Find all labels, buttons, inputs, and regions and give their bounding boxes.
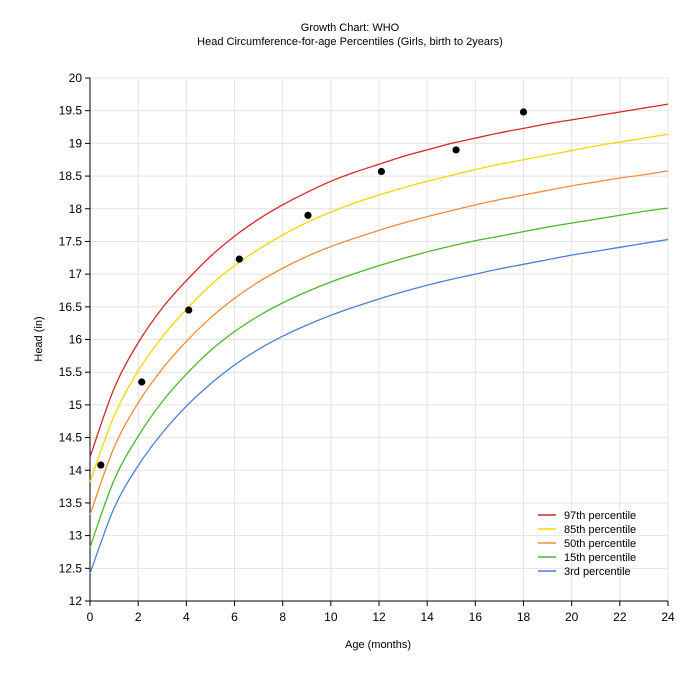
measurement-point — [138, 378, 146, 386]
x-tick-label: 10 — [324, 610, 338, 624]
x-tick-label: 8 — [279, 610, 286, 624]
measurement-point — [519, 108, 528, 116]
grid-lines — [89, 77, 669, 602]
x-tick-label: 20 — [565, 610, 579, 624]
series-line-15th-percentile — [89, 207, 669, 548]
y-tick-label: 16.5 — [59, 300, 83, 314]
y-tick-label: 18 — [69, 202, 83, 216]
y-tick-label: 19.5 — [59, 104, 83, 118]
x-tick-labels: 0 2 4 6 8 10 12 14 16 18 20 22 24 — [87, 610, 675, 624]
legend: 97th percentile 85th percentile 50th perce… — [538, 510, 636, 578]
y-tick-label: 16 — [69, 333, 83, 347]
measurement-points — [97, 108, 528, 469]
y-tick-labels: 12 12.5 13 13.5 14 14.5 15 15.5 16 16.5 17 17.5 18 18… — [59, 71, 83, 608]
y-tick-label: 18.5 — [59, 169, 83, 183]
y-tick-label: 19 — [69, 136, 83, 150]
x-tick-label: 12 — [372, 610, 386, 624]
legend-label: 97th percentile — [564, 510, 636, 522]
x-tick-label: 16 — [469, 610, 483, 624]
legend-label: 85th percentile — [564, 524, 636, 536]
series-line-3rd-percentile — [89, 238, 669, 574]
series-line-97th-percentile — [89, 103, 669, 458]
measurement-point — [185, 306, 193, 314]
measurement-point — [304, 211, 312, 219]
x-tick-label: 6 — [231, 610, 238, 624]
y-tick-label: 15.5 — [59, 365, 83, 379]
y-tick-label: 17 — [69, 267, 83, 281]
series-line-50th-percentile — [89, 170, 669, 515]
x-tick-label: 0 — [87, 610, 94, 624]
y-axis-title: Head (in) — [33, 316, 45, 361]
y-tick-label: 13.5 — [59, 496, 83, 510]
x-axis-title: Age (months) — [345, 639, 411, 651]
x-tick-label: 22 — [613, 610, 627, 624]
x-tick-label: 24 — [661, 610, 675, 624]
y-tick-label: 12.5 — [59, 561, 83, 575]
legend-label: 3rd percentile — [564, 566, 631, 578]
legend-label: 15th percentile — [564, 552, 636, 564]
measurement-point — [235, 255, 243, 263]
x-tick-label: 4 — [183, 610, 190, 624]
chart-subtitle: Head Circumference-for-age Percentiles (… — [197, 36, 503, 48]
chart-title: Growth Chart: WHO — [301, 22, 400, 34]
y-tick-label: 13 — [69, 529, 83, 543]
x-tick-label: 18 — [517, 610, 531, 624]
y-tick-label: 20 — [69, 71, 83, 85]
x-tick-label: 14 — [420, 610, 434, 624]
y-tick-label: 14.5 — [59, 431, 83, 445]
legend-label: 50th percentile — [564, 538, 636, 550]
measurement-point — [452, 146, 460, 154]
y-tick-label: 17.5 — [59, 234, 83, 248]
y-tick-label: 15 — [69, 398, 83, 412]
measurement-point — [97, 461, 105, 469]
y-tick-label: 12 — [69, 594, 83, 608]
x-tick-label: 2 — [135, 610, 142, 624]
measurement-point — [377, 167, 386, 176]
y-tick-label: 14 — [69, 463, 83, 477]
